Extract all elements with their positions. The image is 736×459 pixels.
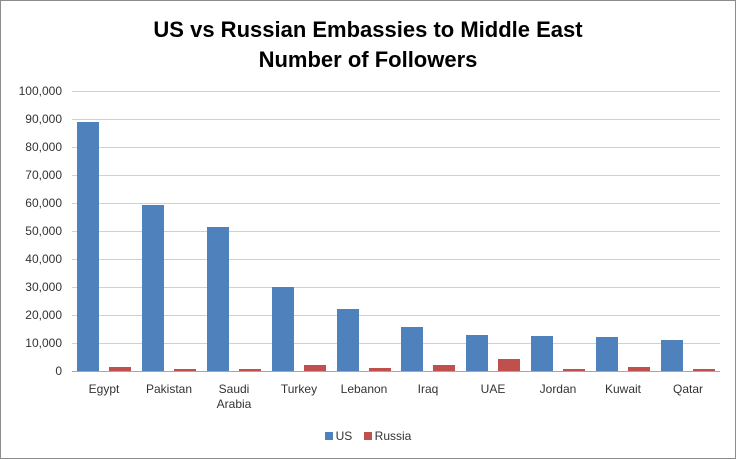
gridline bbox=[72, 175, 720, 176]
x-tick-label: Kuwait bbox=[604, 382, 642, 396]
bar-us-turkey bbox=[272, 287, 294, 371]
gridline bbox=[72, 343, 720, 344]
bar-us-saudi-arabia bbox=[207, 227, 229, 371]
bar-russia-uae bbox=[498, 359, 520, 371]
y-tick-label: 80,000 bbox=[25, 140, 62, 154]
bar-russia-saudi-arabia bbox=[239, 369, 261, 371]
chart-subtitle: Number of Followers bbox=[258, 47, 478, 72]
legend: US Russia bbox=[0, 429, 736, 443]
bar-russia-egypt bbox=[109, 367, 131, 371]
bar-us-qatar bbox=[661, 340, 683, 371]
x-tick-label: Iraq bbox=[417, 382, 439, 396]
x-tick-label: Egypt bbox=[88, 382, 120, 396]
legend-label-russia: Russia bbox=[374, 429, 412, 443]
legend-label-us: US bbox=[335, 429, 353, 443]
y-tick-label: 30,000 bbox=[25, 280, 62, 294]
russia-swatch-icon bbox=[363, 432, 372, 440]
gridline bbox=[72, 259, 720, 260]
x-tick-label: Qatar bbox=[672, 382, 703, 396]
x-tick-label: Jordan bbox=[539, 382, 577, 396]
bar-us-pakistan bbox=[142, 205, 164, 371]
bar-russia-qatar bbox=[693, 369, 715, 371]
x-axis-line bbox=[72, 371, 720, 372]
gridline bbox=[72, 315, 720, 316]
gridline bbox=[72, 91, 720, 92]
y-tick-label: 10,000 bbox=[25, 336, 62, 350]
x-tick-label: Saudi Arabia bbox=[216, 382, 252, 411]
us-swatch-icon bbox=[324, 432, 333, 440]
x-tick-label: Turkey bbox=[280, 382, 318, 396]
y-tick-label: 50,000 bbox=[25, 224, 62, 238]
y-tick-label: 100,000 bbox=[18, 84, 62, 98]
gridline bbox=[72, 147, 720, 148]
x-tick-label: UAE bbox=[480, 382, 506, 396]
gridline bbox=[72, 287, 720, 288]
legend-item-russia: Russia bbox=[363, 429, 412, 443]
chart-title: US vs Russian Embassies to Middle East bbox=[153, 17, 583, 42]
bar-russia-turkey bbox=[304, 365, 326, 371]
x-tick-label: Pakistan bbox=[145, 382, 193, 396]
y-tick-label: 90,000 bbox=[25, 112, 62, 126]
bar-us-jordan bbox=[531, 336, 553, 371]
bar-russia-jordan bbox=[563, 369, 585, 371]
y-tick-label: 60,000 bbox=[25, 196, 62, 210]
bar-us-egypt bbox=[77, 122, 99, 371]
bar-russia-iraq bbox=[433, 365, 455, 371]
bar-us-iraq bbox=[401, 327, 423, 371]
y-tick-label: 70,000 bbox=[25, 168, 62, 182]
x-tick-label: Lebanon bbox=[340, 382, 388, 396]
bar-us-lebanon bbox=[337, 309, 359, 371]
y-tick-label: 0 bbox=[55, 364, 62, 378]
gridline bbox=[72, 119, 720, 120]
gridline bbox=[72, 203, 720, 204]
bar-russia-pakistan bbox=[174, 369, 196, 371]
bar-russia-kuwait bbox=[628, 367, 650, 371]
y-tick-label: 40,000 bbox=[25, 252, 62, 266]
legend-item-us: US bbox=[324, 429, 353, 443]
bar-russia-lebanon bbox=[369, 368, 391, 371]
gridline bbox=[72, 231, 720, 232]
y-tick-label: 20,000 bbox=[25, 308, 62, 322]
bar-us-uae bbox=[466, 335, 488, 371]
bar-us-kuwait bbox=[596, 337, 618, 371]
